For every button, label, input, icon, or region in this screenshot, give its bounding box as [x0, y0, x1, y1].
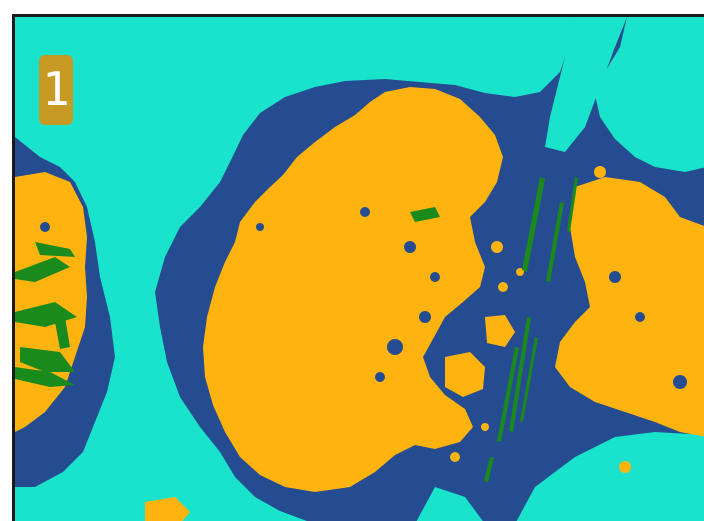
open-ground-regions	[15, 17, 704, 521]
map-frame: 1	[12, 14, 704, 521]
vegetation-regions	[15, 87, 704, 521]
segmentation-map	[15, 17, 704, 521]
water-holes	[40, 207, 687, 389]
tile-number-badge: 1	[39, 55, 73, 125]
linear-features	[15, 177, 578, 482]
